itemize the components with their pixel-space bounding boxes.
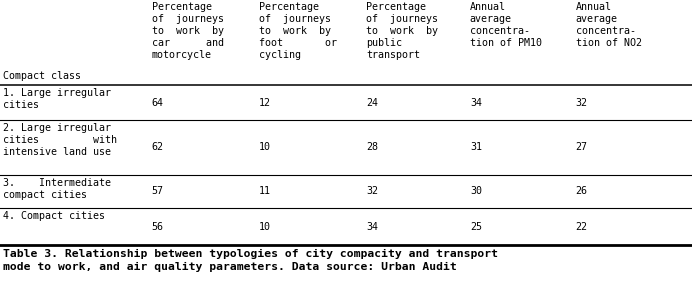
Text: 34: 34	[366, 221, 378, 232]
Text: 11: 11	[259, 187, 271, 196]
Text: Table 3. Relationship between typologies of city compacity and transport
mode to: Table 3. Relationship between typologies…	[3, 249, 498, 272]
Text: Percentage
of  journeys
to  work  by
public
transport: Percentage of journeys to work by public…	[366, 2, 438, 60]
Text: 24: 24	[366, 98, 378, 107]
Text: 10: 10	[259, 221, 271, 232]
Text: Annual
average
concentra-
tion of NO2: Annual average concentra- tion of NO2	[576, 2, 641, 48]
Text: 64: 64	[152, 98, 163, 107]
Text: 57: 57	[152, 187, 163, 196]
Text: Percentage
of  journeys
to  work  by
foot       or
cycling: Percentage of journeys to work by foot o…	[259, 2, 337, 60]
Text: 25: 25	[470, 221, 482, 232]
Text: Annual
average
concentra-
tion of PM10: Annual average concentra- tion of PM10	[470, 2, 542, 48]
Text: 26: 26	[576, 187, 588, 196]
Text: 32: 32	[366, 187, 378, 196]
Text: 28: 28	[366, 143, 378, 153]
Text: 1. Large irregular
cities: 1. Large irregular cities	[3, 88, 111, 110]
Text: 62: 62	[152, 143, 163, 153]
Text: Percentage
of  journeys
to  work  by
car      and
motorcycle: Percentage of journeys to work by car an…	[152, 2, 224, 60]
Text: Compact class: Compact class	[3, 71, 82, 81]
Text: 3.    Intermediate
compact cities: 3. Intermediate compact cities	[3, 178, 111, 200]
Text: 30: 30	[470, 187, 482, 196]
Text: 27: 27	[576, 143, 588, 153]
Text: 12: 12	[259, 98, 271, 107]
Text: 4. Compact cities: 4. Compact cities	[3, 211, 105, 221]
Text: 32: 32	[576, 98, 588, 107]
Text: 22: 22	[576, 221, 588, 232]
Text: 34: 34	[470, 98, 482, 107]
Text: 2. Large irregular
cities         with
intensive land use: 2. Large irregular cities with intensive…	[3, 123, 118, 157]
Text: 10: 10	[259, 143, 271, 153]
Text: 31: 31	[470, 143, 482, 153]
Text: 56: 56	[152, 221, 163, 232]
